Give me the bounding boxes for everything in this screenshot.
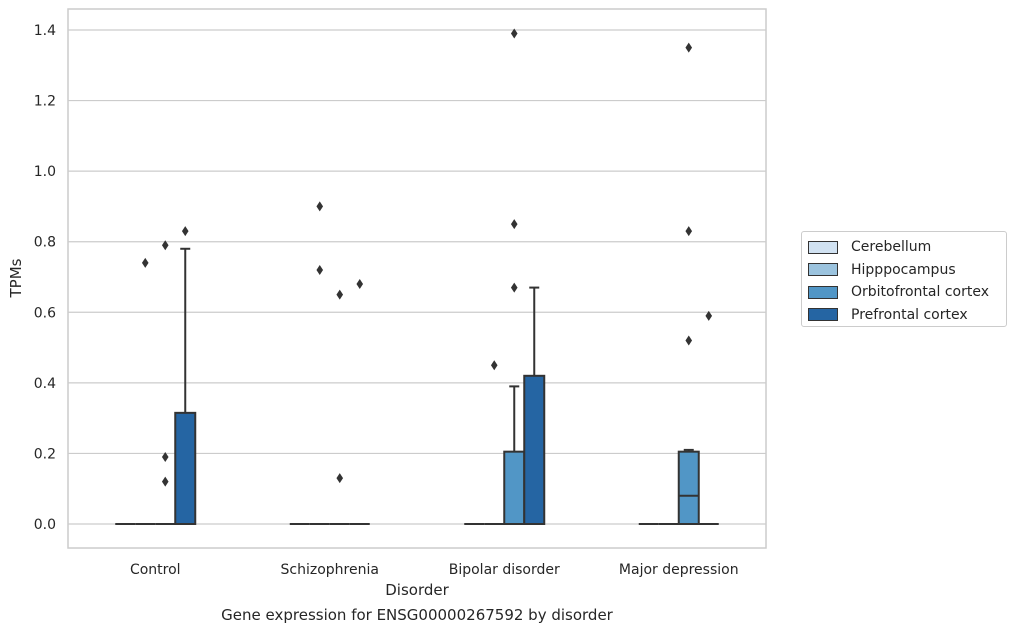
box [174,411,197,526]
outlier-point [356,279,364,290]
x-tick-label: Control [130,562,181,578]
x-tick-label: Schizophrenia [281,562,379,578]
outlier-point [161,451,169,462]
legend-item: Prefrontal cortex [808,304,1006,327]
outlier-point [705,310,713,321]
y-tick-label: 0.4 [34,376,56,392]
legend-swatch [808,285,838,299]
y-tick-label: 0.6 [34,305,56,321]
x-axis-label: Disorder [385,581,449,599]
outlier-point [161,476,169,487]
outlier-point [510,282,518,293]
legend-label: Hipppocampus [851,261,956,278]
legend-label: Orbitofrontal cortex [851,284,989,301]
y-tick-label: 1.2 [34,94,56,110]
box-group [503,28,526,525]
y-tick-label: 0.8 [34,235,56,251]
grid-lines [68,29,766,525]
box-series [115,28,719,526]
box-group [677,42,700,525]
outlier-point [161,240,169,251]
box [523,374,546,525]
x-tick-label: Major depression [619,562,739,578]
legend: Cerebellum Hipppocampus Orbitofrontal cort… [801,231,1007,327]
y-tick-label: 0.0 [34,517,56,533]
box-group [309,201,330,525]
plot-frame [67,8,767,549]
outlier-point [510,28,518,39]
outlier-point [316,264,324,275]
y-tick-label: 1.4 [34,23,56,39]
legend-swatch [808,240,838,254]
outlier-point [490,360,498,371]
legend-swatch [808,263,838,277]
legend-label: Prefrontal cortex [851,306,968,323]
outlier-point [316,201,324,212]
box-group [523,286,546,525]
outlier-point [181,226,189,237]
outlier-point [685,335,693,346]
box [503,450,526,525]
outlier-point [336,473,344,484]
y-tick-label: 0.2 [34,446,56,462]
axis-ticks: 0.0 0.2 0.4 0.6 0.8 1.0 1.2 1.4 Control Schizophr… [34,23,739,578]
x-tick-label: Bipolar disorder [449,562,560,578]
plot-border [67,8,767,549]
outlier-point [510,219,518,230]
legend-swatch [808,308,838,322]
box-group [155,240,176,525]
box-group [484,360,505,525]
legend-label: Cerebellum [851,239,932,256]
box-group [698,310,719,525]
outlier-point [685,42,693,53]
legend-item: Hipppocampus [808,259,1006,282]
box-group [329,289,350,525]
outlier-point [141,257,149,268]
y-axis-label: TPMs [7,258,25,298]
legend-item: Orbitofrontal cortex [808,281,1006,304]
box-group [349,279,370,525]
legend-item: Cerebellum [808,236,1006,259]
box [677,450,700,525]
outlier-point [685,226,693,237]
box-group [135,257,156,525]
y-tick-label: 1.0 [34,164,56,180]
outlier-point [336,289,344,300]
figure-caption: Gene expression for ENSG00000267592 by d… [221,606,613,624]
box-group [174,226,197,526]
